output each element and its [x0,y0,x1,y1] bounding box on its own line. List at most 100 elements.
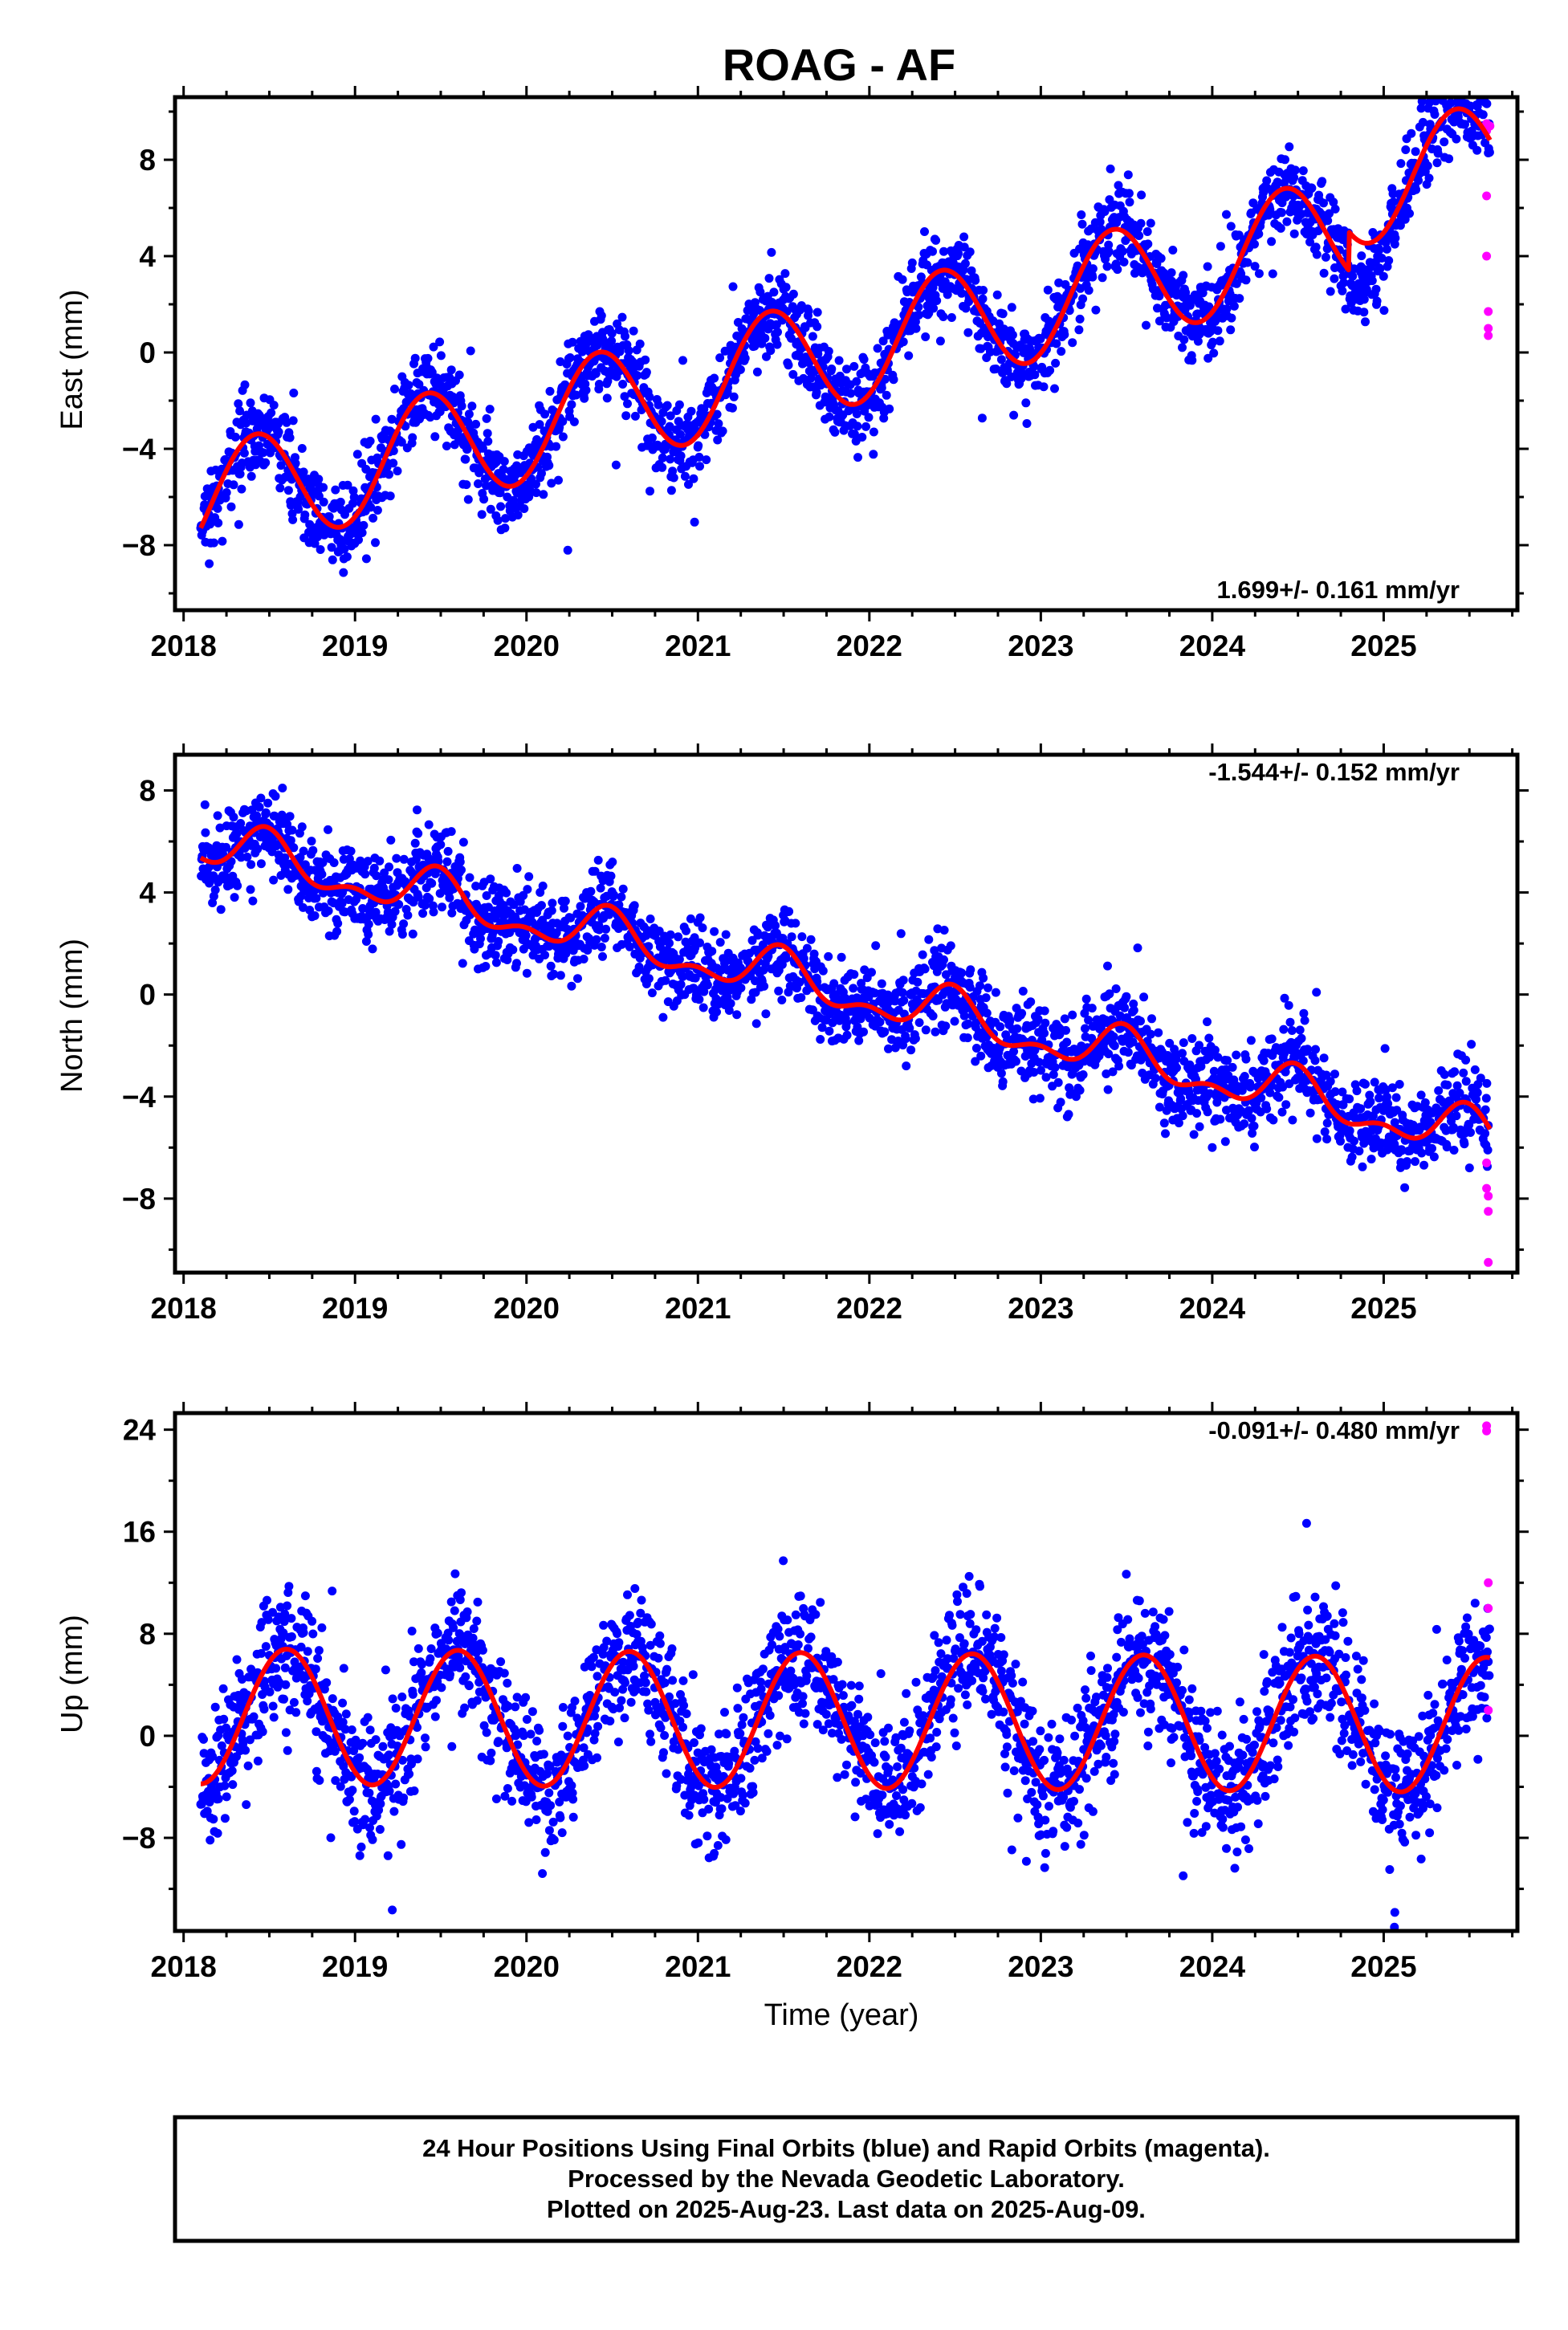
x-tick-label: 2018 [151,629,217,662]
data-point [342,552,352,561]
data-point [319,497,328,507]
data-point [901,1034,910,1044]
data-point [1103,961,1112,971]
data-point [1269,1115,1278,1125]
data-point [621,411,631,421]
data-point [1249,1122,1259,1130]
data-point [1396,159,1406,169]
data-point [213,503,222,513]
data-point [324,906,333,915]
data-point [1172,1063,1181,1073]
data-point [740,353,750,363]
data-point [788,289,798,299]
data-point [963,328,973,337]
data-point [813,322,822,332]
data-point [310,539,320,548]
data-point [971,275,980,285]
data-point [524,872,534,882]
data-point [364,930,373,939]
data-point [361,554,371,564]
data-point [418,909,428,919]
data-point [246,398,255,408]
data-point [1250,1143,1259,1152]
data-point [676,430,685,439]
data-point [1216,1114,1225,1124]
data-point [658,453,667,462]
data-point [1416,1090,1426,1100]
data-point [842,1018,851,1028]
data-point [737,324,747,333]
data-point [1300,1016,1309,1025]
x-tick-label: 2024 [1179,1292,1246,1325]
data-point [857,433,867,442]
x-tick-label: 2024 [1179,629,1246,662]
data-point [399,919,409,929]
data-point [910,1034,920,1043]
data-point [1136,1016,1145,1026]
data-point [1449,1146,1459,1155]
data-point [733,318,743,327]
data-point [668,466,678,476]
data-point [481,962,491,971]
data-point [1277,1107,1287,1117]
data-point [1226,222,1236,231]
data-point [234,399,243,409]
data-point [977,413,987,423]
data-point [343,480,352,490]
data-point [875,1017,885,1027]
data-point [386,835,396,845]
data-point [1287,1026,1297,1035]
data-point [726,999,735,1008]
data-point [931,235,941,245]
data-point [1460,1139,1469,1149]
data-point [331,485,340,495]
data-point [674,400,684,409]
data-point [1250,239,1259,249]
data-point [1151,1073,1160,1083]
data-point [1330,1069,1339,1079]
data-point [769,287,779,297]
data-point [593,855,603,865]
data-point [229,813,238,822]
data-point [1348,271,1358,281]
data-point [641,368,651,377]
y-tick-label: 0 [139,336,156,369]
data-point [788,369,798,379]
data-point [474,479,483,488]
data-point [403,910,413,920]
data-point [657,417,666,426]
data-point [287,825,297,835]
data-point [1403,1157,1411,1167]
data-point [457,401,466,411]
data-point [979,973,988,983]
data-point [899,996,909,1005]
data-point [581,385,591,395]
data-point [230,893,239,902]
data-point [1012,1024,1022,1033]
data-point [328,555,337,564]
data-point [715,353,725,363]
data-point [1155,291,1164,301]
data-point [877,979,886,988]
data-point [658,462,667,472]
data-point [1321,252,1330,262]
data-point [880,1027,890,1037]
data-point [596,883,605,893]
rapid-point [1482,191,1492,201]
data-point [702,455,711,465]
data-point [1203,1017,1212,1027]
data-point [1240,1119,1249,1129]
data-point [982,1008,992,1018]
data-point [486,504,495,514]
rapid-point [1482,251,1492,261]
rapid-point [1484,1257,1493,1267]
data-point [963,1019,973,1029]
data-point [666,486,676,495]
data-point [882,390,891,400]
data-point [1018,987,1028,996]
data-point [201,828,210,837]
data-point [849,430,859,439]
data-point [576,902,585,911]
data-point [1414,176,1423,185]
data-point [646,487,654,496]
